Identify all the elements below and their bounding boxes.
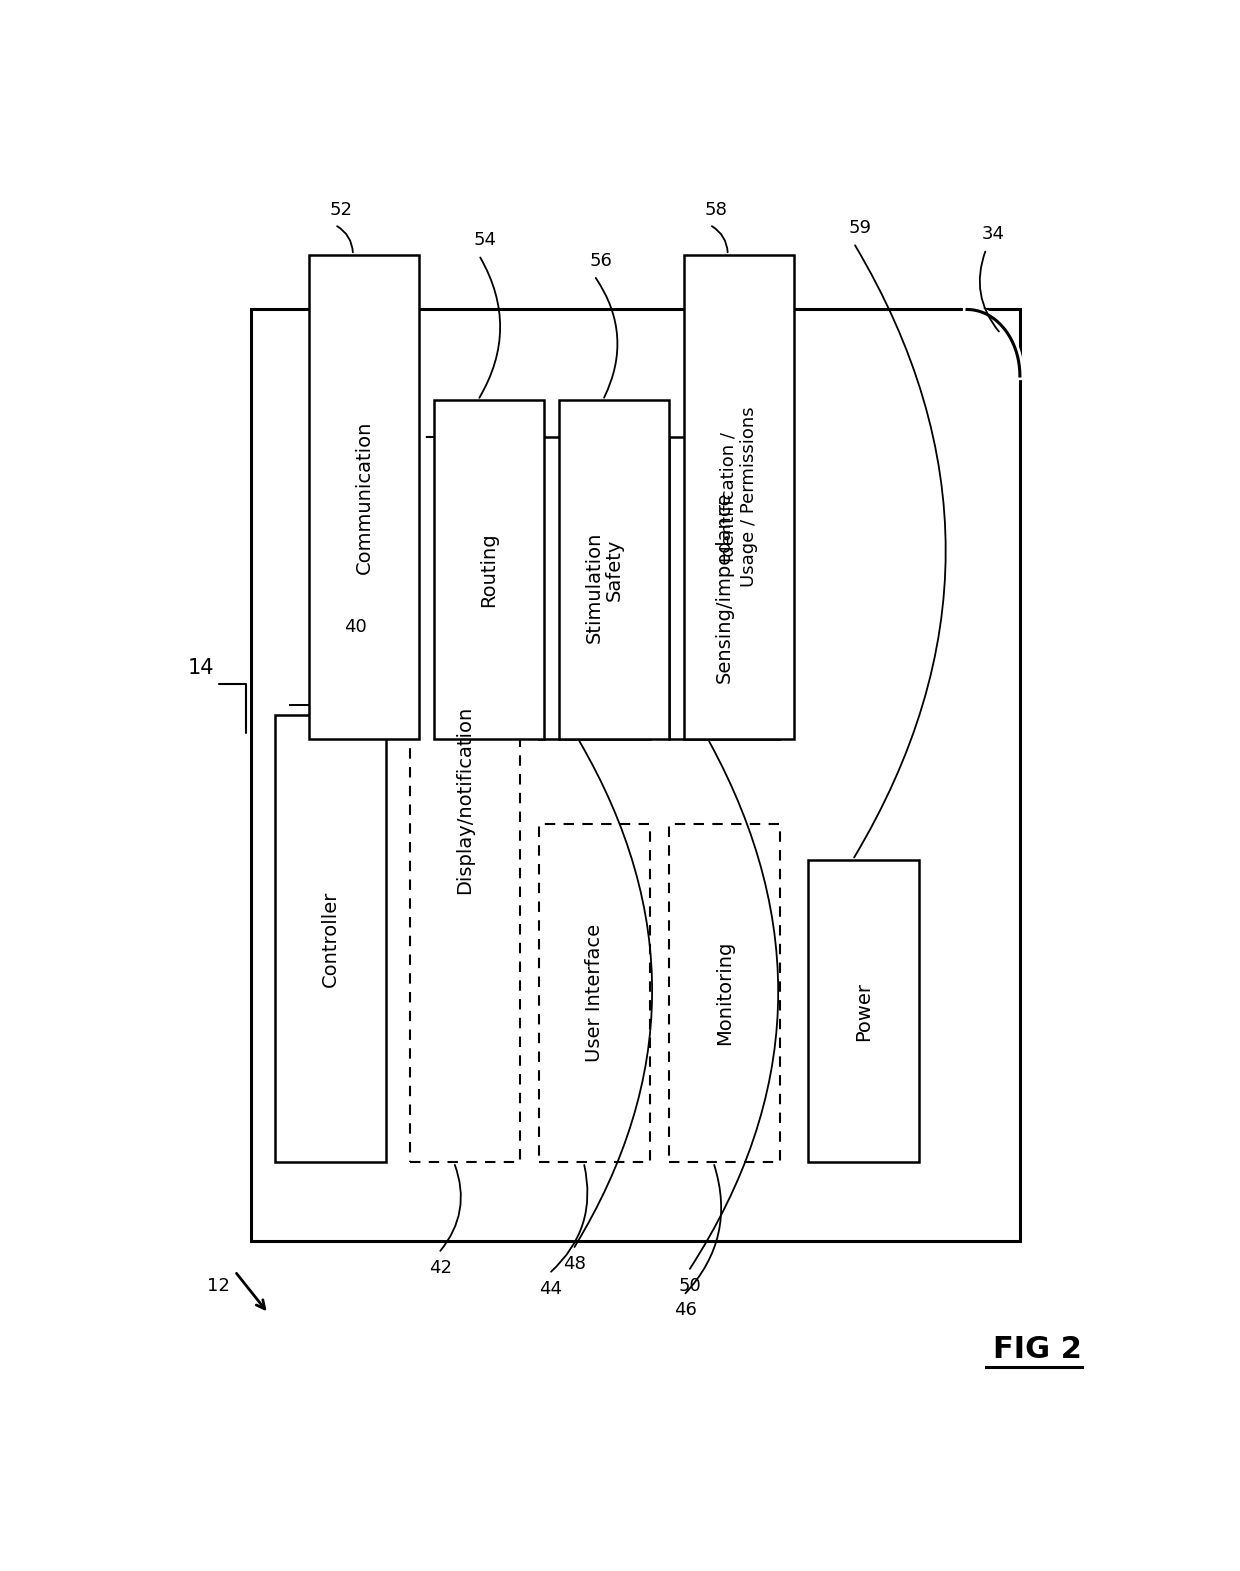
- Text: 58: 58: [704, 201, 728, 218]
- Text: 34: 34: [982, 225, 1004, 244]
- Text: 59: 59: [849, 218, 872, 237]
- Bar: [409, 437, 521, 1163]
- Bar: [539, 437, 650, 738]
- Text: Monitoring: Monitoring: [715, 941, 734, 1045]
- Text: Safety: Safety: [604, 539, 624, 600]
- Bar: [670, 823, 780, 1163]
- Text: 54: 54: [474, 231, 497, 250]
- Text: 46: 46: [675, 1301, 697, 1320]
- Text: 12: 12: [207, 1277, 229, 1295]
- Text: FIG 2: FIG 2: [993, 1335, 1083, 1364]
- Text: Display/notification: Display/notification: [455, 705, 475, 894]
- Bar: [683, 255, 794, 738]
- Text: Identification /
Usage / Permissions: Identification / Usage / Permissions: [719, 407, 758, 588]
- Bar: [434, 401, 544, 738]
- Text: Communication: Communication: [355, 421, 373, 573]
- Bar: [670, 437, 780, 738]
- Text: 56: 56: [589, 251, 613, 270]
- Text: User Interface: User Interface: [585, 924, 604, 1062]
- Text: 42: 42: [429, 1258, 451, 1277]
- Bar: [539, 823, 650, 1163]
- Bar: [558, 401, 670, 738]
- Bar: [275, 715, 386, 1163]
- Text: 52: 52: [330, 201, 353, 218]
- Bar: [250, 309, 1021, 1241]
- Text: Routing: Routing: [480, 533, 498, 606]
- Text: Stimulation: Stimulation: [585, 533, 604, 644]
- Bar: [808, 859, 919, 1163]
- Text: 50: 50: [678, 1277, 702, 1295]
- Text: Power: Power: [854, 982, 873, 1040]
- Text: 40: 40: [345, 617, 367, 636]
- Text: Sensing/impedance: Sensing/impedance: [715, 492, 734, 683]
- Text: 14: 14: [188, 658, 215, 679]
- Text: Controller: Controller: [321, 891, 340, 987]
- Text: 44: 44: [539, 1280, 563, 1298]
- Text: 48: 48: [563, 1255, 587, 1274]
- Bar: [309, 255, 419, 738]
